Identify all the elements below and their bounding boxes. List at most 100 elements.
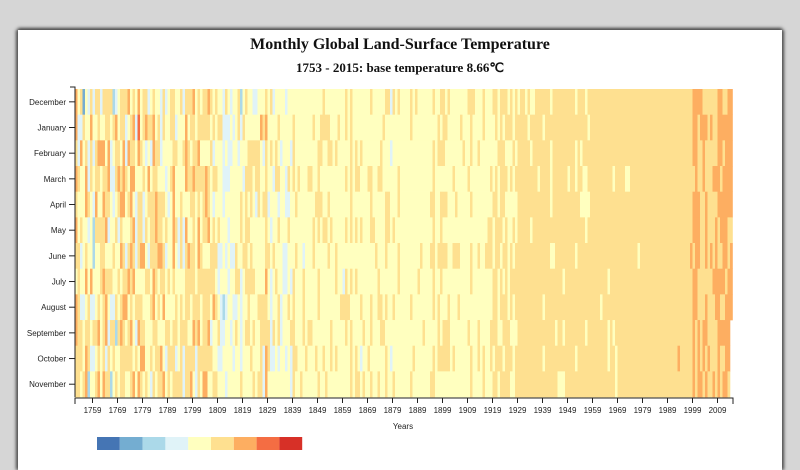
heatmap-cell[interactable] <box>515 294 518 321</box>
heatmap-cell[interactable] <box>315 140 318 167</box>
heatmap-cell[interactable] <box>477 191 481 218</box>
heatmap-cell[interactable] <box>165 345 168 372</box>
heatmap-cell[interactable] <box>620 191 623 218</box>
heatmap-cell[interactable] <box>290 89 293 115</box>
heatmap-cell[interactable] <box>82 217 86 244</box>
heatmap-cell[interactable] <box>442 345 446 372</box>
heatmap-cell[interactable] <box>155 268 158 295</box>
heatmap-cell[interactable] <box>205 89 208 115</box>
heatmap-cell[interactable] <box>355 217 358 244</box>
heatmap-cell[interactable] <box>90 217 93 244</box>
heatmap-cell[interactable] <box>652 268 656 295</box>
heatmap-cell[interactable] <box>487 243 491 269</box>
heatmap-cell[interactable] <box>632 320 636 346</box>
heatmap-cell[interactable] <box>110 191 113 218</box>
heatmap-cell[interactable] <box>175 217 178 244</box>
heatmap-cell[interactable] <box>140 345 143 372</box>
heatmap-cell[interactable] <box>115 114 118 141</box>
heatmap-cell[interactable] <box>615 114 618 141</box>
heatmap-cell[interactable] <box>637 89 641 115</box>
heatmap-cell[interactable] <box>645 166 648 192</box>
heatmap-cell[interactable] <box>560 243 563 269</box>
heatmap-cell[interactable] <box>592 320 596 346</box>
heatmap-cell[interactable] <box>142 345 146 372</box>
heatmap-cell[interactable] <box>617 217 621 244</box>
heatmap-cell[interactable] <box>600 371 603 398</box>
heatmap-cell[interactable] <box>550 217 553 244</box>
heatmap-cell[interactable] <box>287 114 291 141</box>
heatmap-cell[interactable] <box>295 294 298 321</box>
heatmap-cell[interactable] <box>102 217 106 244</box>
heatmap-cell[interactable] <box>175 243 178 269</box>
heatmap-cell[interactable] <box>602 140 606 167</box>
heatmap-cell[interactable] <box>515 268 518 295</box>
heatmap-cell[interactable] <box>707 89 711 115</box>
heatmap-cell[interactable] <box>655 217 658 244</box>
heatmap-cell[interactable] <box>575 320 578 346</box>
heatmap-cell[interactable] <box>555 320 558 346</box>
heatmap-cell[interactable] <box>545 243 548 269</box>
heatmap-cell[interactable] <box>235 294 238 321</box>
heatmap-cell[interactable] <box>410 243 413 269</box>
heatmap-cell[interactable] <box>367 345 371 372</box>
heatmap-cell[interactable] <box>567 243 571 269</box>
heatmap-cell[interactable] <box>705 191 708 218</box>
heatmap-cell[interactable] <box>190 268 193 295</box>
heatmap-cell[interactable] <box>650 345 653 372</box>
heatmap-cell[interactable] <box>450 268 453 295</box>
heatmap-cell[interactable] <box>465 320 468 346</box>
heatmap-cell[interactable] <box>500 114 503 141</box>
heatmap-cell[interactable] <box>260 140 263 167</box>
heatmap-cell[interactable] <box>110 345 113 372</box>
heatmap-cell[interactable] <box>462 114 466 141</box>
heatmap-cell[interactable] <box>92 243 96 269</box>
heatmap-cell[interactable] <box>370 268 373 295</box>
heatmap-cell[interactable] <box>520 268 523 295</box>
heatmap-cell[interactable] <box>182 166 186 192</box>
heatmap-cell[interactable] <box>125 294 128 321</box>
heatmap-cell[interactable] <box>217 243 221 269</box>
heatmap-cell[interactable] <box>335 268 338 295</box>
heatmap-cell[interactable] <box>97 345 101 372</box>
heatmap-cell[interactable] <box>570 217 573 244</box>
heatmap-cell[interactable] <box>470 294 473 321</box>
heatmap-cell[interactable] <box>282 243 286 269</box>
heatmap-cell[interactable] <box>587 320 591 346</box>
heatmap-cell[interactable] <box>402 191 406 218</box>
heatmap-cell[interactable] <box>142 268 146 295</box>
heatmap-cell[interactable] <box>555 243 558 269</box>
heatmap-cell[interactable] <box>87 345 91 372</box>
heatmap-cell[interactable] <box>580 320 583 346</box>
heatmap-cell[interactable] <box>322 320 326 346</box>
heatmap-cell[interactable] <box>285 166 288 192</box>
heatmap-cell[interactable] <box>685 140 688 167</box>
heatmap-cell[interactable] <box>167 268 171 295</box>
heatmap-cell[interactable] <box>395 320 398 346</box>
heatmap-cell[interactable] <box>690 191 693 218</box>
heatmap-cell[interactable] <box>430 243 433 269</box>
heatmap-cell[interactable] <box>262 268 266 295</box>
heatmap-cell[interactable] <box>225 114 228 141</box>
heatmap-cell[interactable] <box>172 320 176 346</box>
heatmap-cell[interactable] <box>680 243 683 269</box>
heatmap-cell[interactable] <box>625 294 628 321</box>
heatmap-cell[interactable] <box>497 345 501 372</box>
heatmap-cell[interactable] <box>85 345 88 372</box>
heatmap-cell[interactable] <box>682 345 686 372</box>
heatmap-cell[interactable] <box>345 217 348 244</box>
heatmap-cell[interactable] <box>190 320 193 346</box>
heatmap-cell[interactable] <box>532 268 536 295</box>
heatmap-cell[interactable] <box>560 89 563 115</box>
heatmap-cell[interactable] <box>680 89 683 115</box>
heatmap-cell[interactable] <box>95 140 98 167</box>
heatmap-cell[interactable] <box>267 243 271 269</box>
heatmap-cell[interactable] <box>322 140 326 167</box>
heatmap-cell[interactable] <box>535 114 538 141</box>
heatmap-cell[interactable] <box>457 371 461 398</box>
heatmap-cell[interactable] <box>267 345 271 372</box>
heatmap-cell[interactable] <box>200 345 203 372</box>
heatmap-cell[interactable] <box>712 294 716 321</box>
heatmap-cell[interactable] <box>372 217 376 244</box>
heatmap-cell[interactable] <box>702 114 706 141</box>
heatmap-cell[interactable] <box>257 89 261 115</box>
